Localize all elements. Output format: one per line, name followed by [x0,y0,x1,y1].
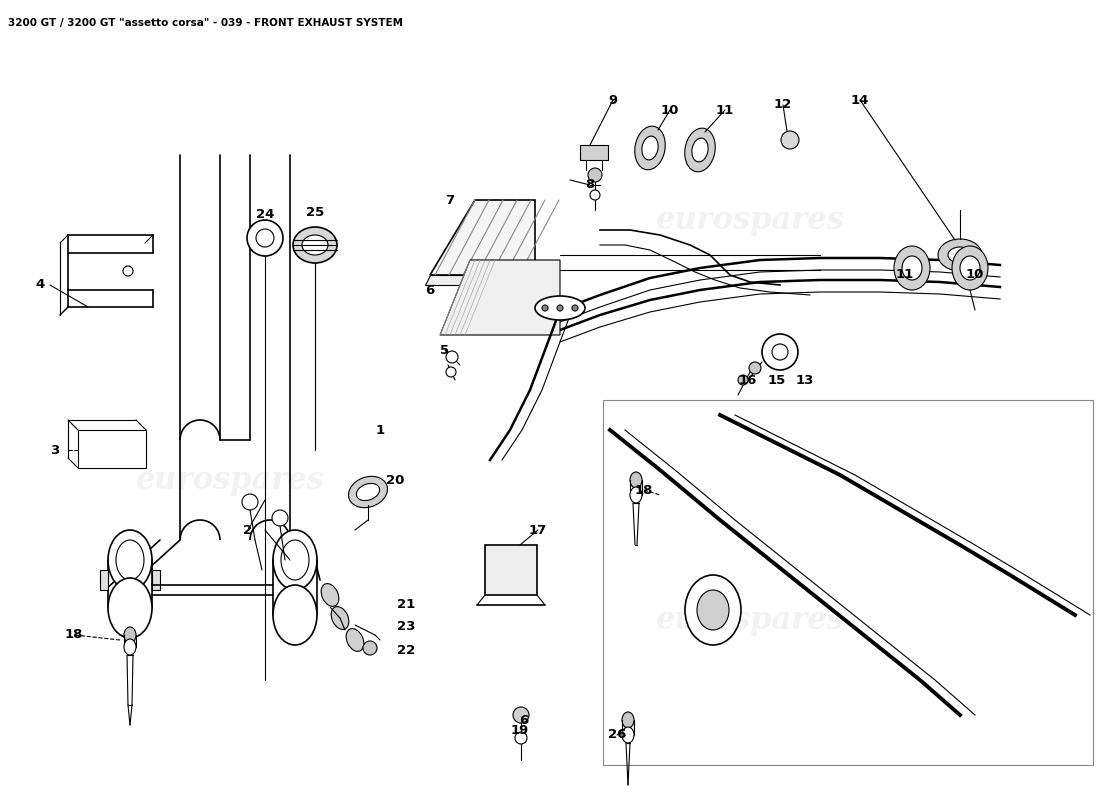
Circle shape [572,305,578,311]
Text: 3200 GT / 3200 GT "assetto corsa" - 039 - FRONT EXHAUST SYSTEM: 3200 GT / 3200 GT "assetto corsa" - 039 … [8,18,403,28]
Circle shape [446,367,456,377]
Text: 10: 10 [966,269,984,282]
Circle shape [588,168,602,182]
Ellipse shape [116,540,144,580]
Ellipse shape [273,530,317,590]
Text: 12: 12 [774,98,792,111]
Ellipse shape [894,246,930,290]
Circle shape [513,707,529,723]
Polygon shape [152,570,160,590]
Text: 6: 6 [426,283,434,297]
Ellipse shape [331,606,349,630]
Text: 11: 11 [716,103,734,117]
Ellipse shape [684,128,715,172]
Text: 13: 13 [795,374,814,386]
Ellipse shape [948,247,972,263]
Ellipse shape [952,246,988,290]
Circle shape [272,510,288,526]
Ellipse shape [124,627,136,643]
Circle shape [738,375,748,385]
Text: 18: 18 [65,629,84,642]
Ellipse shape [697,590,729,630]
Text: 18: 18 [635,483,653,497]
Ellipse shape [938,239,982,271]
Circle shape [256,229,274,247]
Text: 5: 5 [440,343,450,357]
Circle shape [749,362,761,374]
Text: 6: 6 [519,714,529,726]
Ellipse shape [621,712,634,728]
Ellipse shape [635,126,666,170]
Text: 19: 19 [510,723,529,737]
Circle shape [123,266,133,276]
Polygon shape [100,570,108,590]
Text: 9: 9 [608,94,617,106]
Ellipse shape [692,138,708,162]
Ellipse shape [630,472,642,488]
Text: 15: 15 [768,374,786,386]
Ellipse shape [356,483,380,501]
Text: 23: 23 [397,621,415,634]
Circle shape [446,351,458,363]
Ellipse shape [346,629,364,651]
Circle shape [781,131,799,149]
Ellipse shape [762,334,798,370]
Circle shape [363,641,377,655]
Text: eurospares: eurospares [135,465,324,495]
Text: 3: 3 [51,443,59,457]
Ellipse shape [960,256,980,280]
Bar [580,145,608,160]
Ellipse shape [273,585,317,645]
Text: 22: 22 [397,643,415,657]
Text: 11: 11 [895,269,914,282]
Ellipse shape [535,296,585,320]
Ellipse shape [685,575,741,645]
Text: eurospares: eurospares [656,605,845,635]
Text: 16: 16 [739,374,757,386]
Text: 21: 21 [397,598,415,611]
Ellipse shape [630,487,642,503]
Text: 14: 14 [850,94,869,106]
Bar [485,545,537,595]
Text: 4: 4 [35,278,45,291]
Ellipse shape [321,584,339,606]
Polygon shape [430,200,535,275]
Ellipse shape [124,639,136,655]
Ellipse shape [902,256,922,280]
Ellipse shape [621,727,634,743]
Text: 17: 17 [529,523,547,537]
Text: 20: 20 [386,474,404,486]
Text: eurospares: eurospares [656,205,845,235]
Text: 26: 26 [608,729,626,742]
Circle shape [590,190,600,200]
Circle shape [557,305,563,311]
Circle shape [515,732,527,744]
Text: 2: 2 [243,523,253,537]
Ellipse shape [302,235,328,255]
Text: 8: 8 [585,178,595,191]
Text: 10: 10 [661,103,679,117]
Ellipse shape [280,540,309,580]
Text: 1: 1 [375,423,385,437]
Bar [78,430,146,468]
Bar [603,400,1093,765]
Text: 24: 24 [256,209,274,222]
Ellipse shape [293,227,337,263]
Polygon shape [425,275,540,285]
Circle shape [242,494,258,510]
Circle shape [248,220,283,256]
Polygon shape [440,260,560,335]
Circle shape [542,305,548,311]
Text: 25: 25 [306,206,324,219]
Text: 7: 7 [446,194,454,206]
Ellipse shape [108,578,152,638]
Ellipse shape [772,344,788,360]
Ellipse shape [349,476,387,508]
Ellipse shape [108,530,152,590]
Ellipse shape [642,136,658,160]
